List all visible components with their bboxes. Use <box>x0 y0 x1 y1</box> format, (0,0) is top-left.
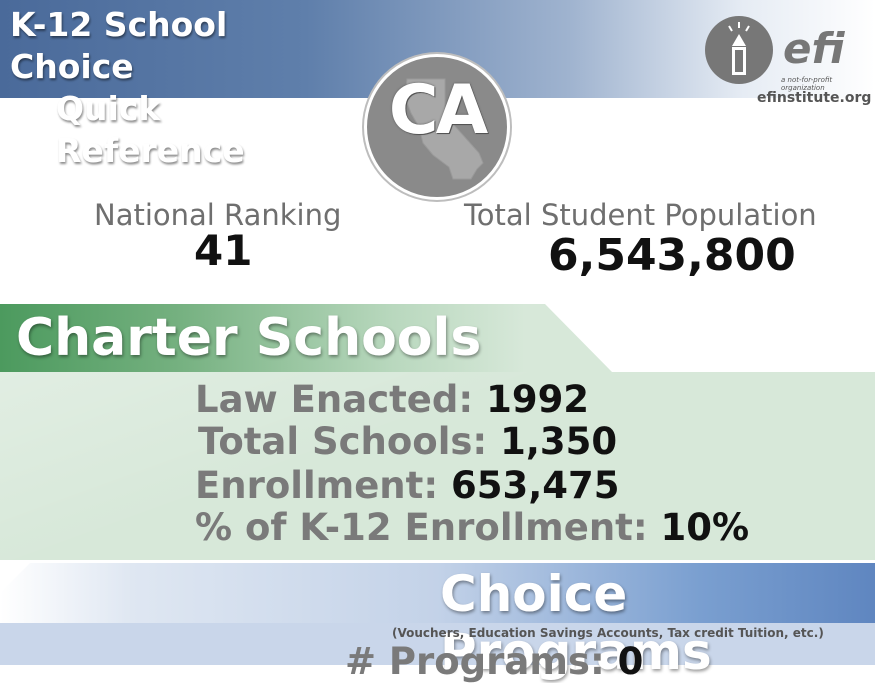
state-abbreviation: CA <box>388 71 489 150</box>
student-population-value: 6,543,800 <box>548 230 796 281</box>
pencil-lightbulb-icon <box>728 22 750 75</box>
page-title: K-12 School Choice Quick Reference <box>10 4 360 172</box>
charter-row-enrollment: Enrollment: 653,475 <box>195 464 620 507</box>
title-line-1: K-12 School Choice <box>10 5 228 86</box>
charter-law-value: 1992 <box>486 378 590 421</box>
efi-logo: efi a not-for-profit organization <box>703 14 863 104</box>
charter-schools-label: Total Schools: <box>198 420 488 463</box>
logo-tagline: a not-for-profit organization <box>781 76 833 92</box>
charter-row-percent: % of K-12 Enrollment: 10% <box>195 506 749 549</box>
charter-law-label: Law Enacted: <box>195 378 474 421</box>
charter-percent-value: 10% <box>660 506 750 549</box>
charter-percent-label: % of K-12 Enrollment: <box>195 506 648 549</box>
charter-enrollment-value: 653,475 <box>451 464 620 507</box>
charter-row-schools: Total Schools: 1,350 <box>198 420 617 463</box>
national-ranking-value: 41 <box>194 226 253 275</box>
logo-circle <box>705 16 773 84</box>
state-badge: CA <box>364 54 510 200</box>
programs-count-label: # Programs: <box>345 640 605 683</box>
choice-programs-note: (Vouchers, Education Savings Accounts, T… <box>392 626 824 640</box>
charter-row-law: Law Enacted: 1992 <box>195 378 589 421</box>
charter-header-band <box>0 304 612 372</box>
website-link[interactable]: efinstitute.org <box>757 90 872 106</box>
charter-schools-value: 1,350 <box>500 420 618 463</box>
california-map-icon <box>404 78 484 180</box>
charter-panel <box>0 372 875 560</box>
title-line-2: Quick Reference <box>56 89 245 170</box>
logo-wordmark: efi <box>783 24 845 73</box>
student-population-label: Total Student Population <box>464 198 817 232</box>
programs-count-row: # Programs: 0 <box>345 640 643 683</box>
charter-section-title: Charter Schools <box>16 308 482 368</box>
choice-header-band <box>0 563 875 623</box>
charter-enrollment-label: Enrollment: <box>195 464 439 507</box>
choice-panel <box>0 623 875 665</box>
programs-count-value: 0 <box>617 640 644 683</box>
national-ranking-label: National Ranking <box>94 198 342 232</box>
